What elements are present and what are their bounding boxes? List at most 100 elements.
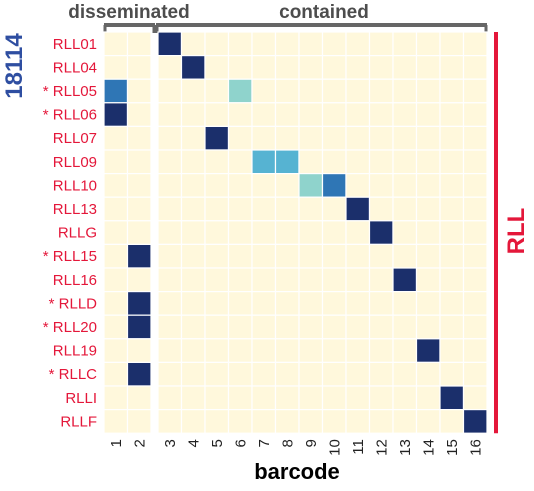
- heatmap-cell: [368, 220, 394, 246]
- heatmap-cell: [251, 78, 277, 104]
- heatmap-cell: [204, 220, 230, 246]
- heatmap-cell: [227, 102, 253, 128]
- heatmap-cell: [274, 243, 300, 269]
- heatmap-cell: [368, 78, 394, 104]
- heatmap-cell: [204, 31, 230, 57]
- heatmap-cell: [368, 102, 394, 128]
- heatmap-cell: [180, 291, 206, 316]
- heatmap-cell: [103, 314, 129, 340]
- heatmap-cell: [392, 102, 418, 128]
- heatmap-cell: [345, 149, 371, 175]
- heatmap-cell: [180, 102, 206, 128]
- side-label: RLL: [503, 208, 530, 255]
- heatmap-cell: [251, 291, 277, 316]
- heatmap-cell: [157, 267, 183, 293]
- heatmap-cell: [345, 78, 371, 104]
- heatmap-cell: [180, 338, 206, 363]
- heatmap-cell: [345, 361, 371, 387]
- heatmap-cell: [204, 78, 230, 104]
- heatmap-cell: [345, 220, 371, 246]
- heatmap-cell: [345, 125, 371, 151]
- row-label: * RLL15: [43, 248, 97, 265]
- heatmap-cell: [462, 125, 488, 151]
- heatmap-cell: [103, 149, 129, 175]
- heatmap-cell: [204, 314, 230, 340]
- heatmap-cell: [368, 267, 394, 293]
- heatmap-cell: [368, 409, 394, 434]
- heatmap-cell: [103, 220, 129, 246]
- heatmap-cell: [345, 385, 371, 411]
- heatmap-cell: [157, 149, 183, 175]
- heatmap-cell: [227, 267, 253, 293]
- column-group-headers: disseminated contained: [68, 2, 488, 33]
- heatmap-cell: [251, 102, 277, 128]
- heatmap-cell: [392, 314, 418, 340]
- heatmap-cell: [204, 125, 230, 151]
- row-label: RLL01: [53, 36, 97, 53]
- heatmap-cell: [103, 243, 129, 269]
- heatmap-cell: [321, 361, 347, 387]
- heatmap-cell: [274, 361, 300, 387]
- column-label: 6: [232, 439, 249, 447]
- heatmap-cell: [227, 149, 253, 175]
- heatmap-cell: [368, 54, 394, 80]
- column-label: 10: [326, 439, 343, 456]
- heatmap-cell: [345, 338, 371, 363]
- heatmap-cell: [251, 243, 277, 269]
- heatmap-cell: [345, 409, 371, 434]
- heatmap-cell: [415, 220, 441, 246]
- heatmap-cell: [204, 102, 230, 128]
- heatmap-cell: [321, 243, 347, 269]
- heatmap-cell: [392, 78, 418, 104]
- heatmap-cell: [180, 409, 206, 434]
- heatmap-cell: [126, 220, 152, 246]
- heatmap-cell: [321, 149, 347, 175]
- heatmap-cell: [274, 125, 300, 151]
- heatmap-cell: [368, 149, 394, 175]
- heatmap-cell: [415, 243, 441, 269]
- row-label: * RLLD: [49, 295, 98, 312]
- heatmap-cell: [227, 291, 253, 316]
- heatmap-cell: [126, 267, 152, 293]
- heatmap-cell: [204, 149, 230, 175]
- heatmap-cell: [204, 385, 230, 411]
- heatmap-cell: [126, 409, 152, 434]
- heatmap-cell: [103, 291, 129, 316]
- heatmap-cell: [274, 409, 300, 434]
- heatmap-cell: [251, 385, 277, 411]
- heatmap-cell: [392, 220, 418, 246]
- heatmap-cell: [439, 314, 465, 340]
- heatmap-cell: [274, 267, 300, 293]
- heatmap-cell: [103, 78, 129, 104]
- heatmap-cell: [368, 314, 394, 340]
- heatmap-cell: [345, 173, 371, 198]
- heatmap-cell: [439, 78, 465, 104]
- row-label: RLLG: [58, 225, 97, 242]
- heatmap-cells: [103, 31, 488, 434]
- heatmap-cell: [274, 291, 300, 316]
- heatmap-cell: [274, 54, 300, 80]
- heatmap-cell: [462, 338, 488, 363]
- heatmap-cell: [415, 267, 441, 293]
- heatmap-cell: [368, 361, 394, 387]
- column-labels: 1 2 3 4 5 6 7 8 9 10 11 12 13 14 15 16: [108, 439, 485, 456]
- heatmap-cell: [345, 102, 371, 128]
- heatmap-cell: [103, 31, 129, 57]
- heatmap-cell: [274, 149, 300, 175]
- heatmap-cell: [251, 314, 277, 340]
- heatmap-cell: [180, 220, 206, 246]
- heatmap-cell: [251, 125, 277, 151]
- heatmap-cell: [439, 267, 465, 293]
- row-label: RLL16: [53, 272, 97, 289]
- heatmap-cell: [251, 267, 277, 293]
- heatmap-cell: [251, 173, 277, 198]
- heatmap-cell: [251, 361, 277, 387]
- heatmap-cell: [462, 291, 488, 316]
- heatmap-cell: [180, 125, 206, 151]
- heatmap-cell: [103, 125, 129, 151]
- heatmap-cell: [157, 338, 183, 363]
- heatmap-cell: [415, 291, 441, 316]
- column-label: 13: [397, 439, 414, 456]
- heatmap-cell: [462, 409, 488, 434]
- heatmap-cell: [103, 338, 129, 363]
